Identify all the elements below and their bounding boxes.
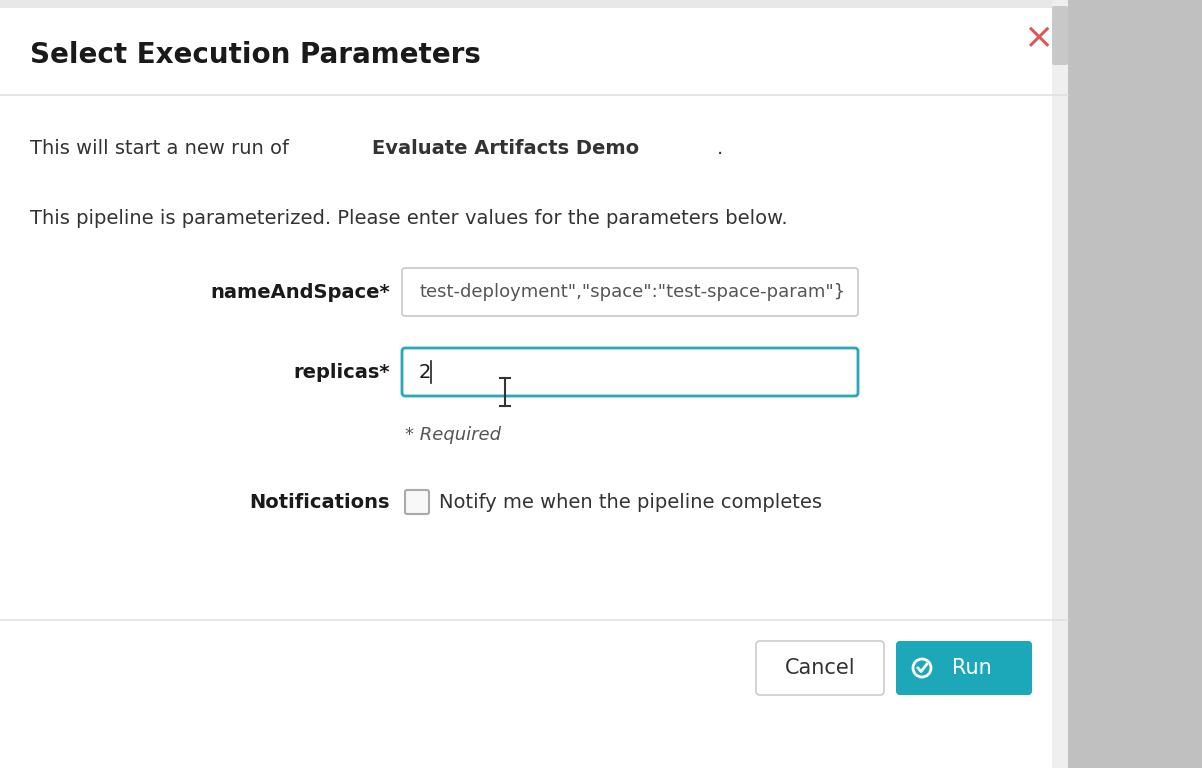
Text: Run: Run (952, 658, 992, 678)
Text: Notifications: Notifications (250, 492, 389, 511)
Text: ×: × (1023, 21, 1053, 55)
Bar (1052, 0, 1069, 768)
FancyBboxPatch shape (401, 268, 858, 316)
Bar (0, 0, 1069, 768)
Text: nameAndSpace*: nameAndSpace* (210, 283, 389, 302)
FancyBboxPatch shape (895, 641, 1033, 695)
Text: 2: 2 (419, 362, 432, 382)
Text: This will start a new run of: This will start a new run of (30, 138, 296, 157)
Text: Evaluate Artifacts Demo: Evaluate Artifacts Demo (373, 138, 639, 157)
Text: .: . (716, 138, 724, 157)
Text: test-deployment","space":"test-space-param"}: test-deployment","space":"test-space-par… (419, 283, 845, 301)
Text: Select Execution Parameters: Select Execution Parameters (30, 41, 481, 69)
Text: Notify me when the pipeline completes: Notify me when the pipeline completes (439, 492, 822, 511)
Text: This pipeline is parameterized. Please enter values for the parameters below.: This pipeline is parameterized. Please e… (30, 208, 787, 227)
Text: Cancel: Cancel (785, 658, 856, 678)
FancyBboxPatch shape (401, 348, 858, 396)
Bar (0, 0, 1069, 8)
Bar (1069, 0, 1202, 768)
Text: replicas*: replicas* (293, 362, 389, 382)
FancyBboxPatch shape (756, 641, 883, 695)
Text: * Required: * Required (405, 426, 501, 444)
FancyBboxPatch shape (1052, 6, 1069, 65)
FancyBboxPatch shape (405, 490, 429, 514)
